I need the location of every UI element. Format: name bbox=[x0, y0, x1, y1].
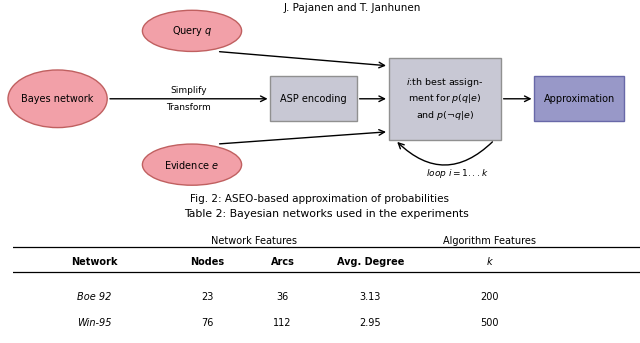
Text: 112: 112 bbox=[273, 318, 292, 328]
Text: Table 2: Bayesian networks used in the experiments: Table 2: Bayesian networks used in the e… bbox=[184, 209, 468, 218]
FancyBboxPatch shape bbox=[388, 58, 500, 140]
Text: Arcs: Arcs bbox=[271, 257, 294, 267]
Text: 3.13: 3.13 bbox=[360, 292, 381, 302]
Text: Transform: Transform bbox=[166, 103, 211, 112]
Text: k: k bbox=[486, 257, 492, 267]
Text: Nodes: Nodes bbox=[190, 257, 224, 267]
Text: Boe 92: Boe 92 bbox=[77, 292, 111, 302]
Ellipse shape bbox=[143, 10, 242, 51]
Text: Bayes network: Bayes network bbox=[21, 94, 94, 104]
Text: Network Features: Network Features bbox=[211, 236, 297, 246]
Text: Simplify: Simplify bbox=[170, 86, 207, 95]
Text: ASP encoding: ASP encoding bbox=[280, 94, 347, 104]
Ellipse shape bbox=[143, 144, 242, 185]
Ellipse shape bbox=[8, 70, 107, 128]
Text: 200: 200 bbox=[480, 292, 499, 302]
Text: J. Pajanen and T. Janhunen: J. Pajanen and T. Janhunen bbox=[284, 3, 420, 13]
Text: loop $i = 1...k$: loop $i = 1...k$ bbox=[426, 167, 489, 180]
Text: 500: 500 bbox=[480, 318, 499, 328]
Text: Query $q$: Query $q$ bbox=[172, 24, 212, 38]
Text: Fig. 2: ASEO-based approximation of probabilities: Fig. 2: ASEO-based approximation of prob… bbox=[191, 194, 449, 204]
Text: Win-95: Win-95 bbox=[77, 318, 111, 328]
Text: Evidence $e$: Evidence $e$ bbox=[164, 159, 220, 170]
Text: 36: 36 bbox=[276, 292, 289, 302]
Text: Algorithm Features: Algorithm Features bbox=[443, 236, 536, 246]
FancyBboxPatch shape bbox=[534, 76, 624, 121]
Text: 23: 23 bbox=[201, 292, 213, 302]
Text: $i$:th best assign-
ment for $p(q|e)$
and $p(\neg q|e)$: $i$:th best assign- ment for $p(q|e)$ an… bbox=[406, 76, 484, 122]
Text: Network: Network bbox=[71, 257, 118, 267]
Text: Avg. Degree: Avg. Degree bbox=[337, 257, 404, 267]
FancyBboxPatch shape bbox=[270, 76, 357, 121]
Text: 2.95: 2.95 bbox=[360, 318, 381, 328]
Text: Approximation: Approximation bbox=[543, 94, 615, 104]
Text: 76: 76 bbox=[201, 318, 213, 328]
